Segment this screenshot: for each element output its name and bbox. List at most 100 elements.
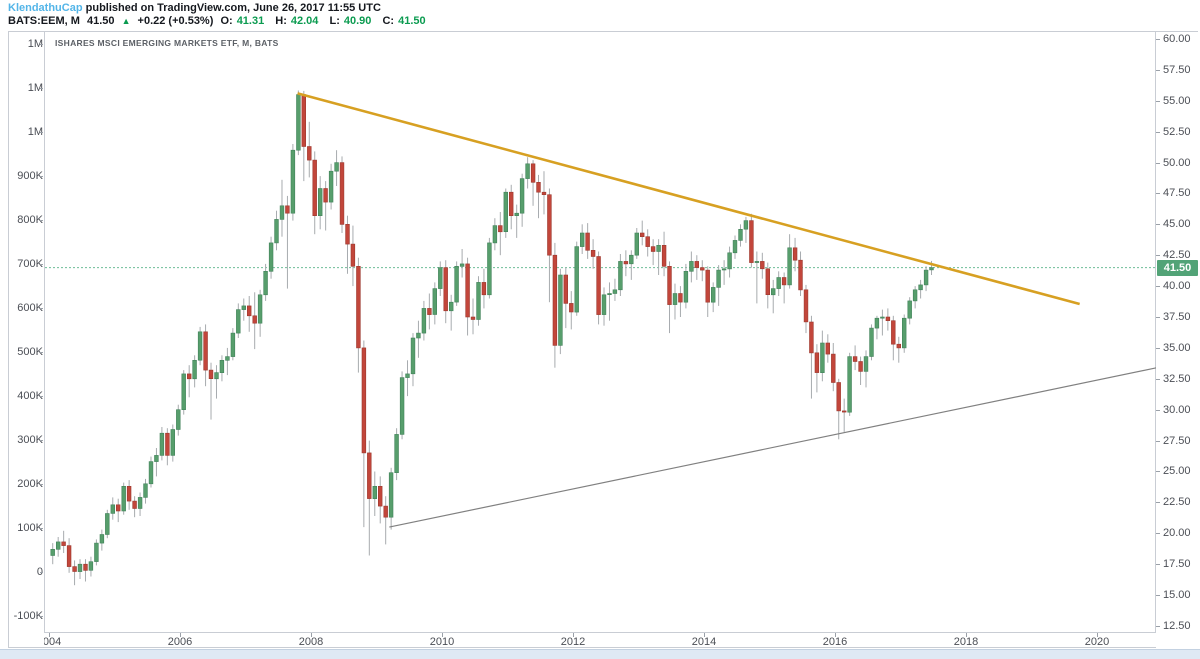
candle-body[interactable] — [487, 242, 492, 296]
candle-body[interactable] — [803, 289, 809, 323]
candle-body[interactable] — [154, 455, 159, 462]
candle-body[interactable] — [727, 252, 732, 270]
candle-body[interactable] — [476, 282, 481, 320]
candle-body[interactable] — [230, 332, 236, 357]
candle-body[interactable] — [749, 220, 754, 263]
candle-body[interactable] — [645, 236, 650, 247]
candle-body[interactable] — [907, 300, 912, 319]
chart-plot-area[interactable]: ISHARES MSCI EMERGING MARKETS ETF, M, BA… — [44, 32, 1157, 633]
candle-body[interactable] — [885, 316, 891, 322]
candle-body[interactable] — [203, 331, 208, 371]
candle-body[interactable] — [416, 332, 421, 339]
candle-body[interactable] — [798, 259, 803, 291]
candle-body[interactable] — [787, 247, 792, 286]
candle-body[interactable] — [781, 277, 787, 286]
time-axis[interactable]: 2004 2006 2008 2010 2012 2014 2016 2018 2020 — [44, 633, 1156, 648]
candle-body[interactable] — [121, 485, 126, 512]
candle-body[interactable] — [814, 352, 820, 373]
candle-body[interactable] — [836, 382, 841, 412]
candle-body[interactable] — [432, 288, 437, 315]
candle-body[interactable] — [126, 485, 132, 502]
candle-body[interactable] — [689, 261, 694, 272]
candle-body[interactable] — [732, 240, 738, 254]
candle-body[interactable] — [334, 162, 339, 172]
candle-body[interactable] — [498, 225, 503, 233]
candle-body[interactable] — [923, 269, 929, 286]
candle-body[interactable] — [165, 432, 170, 456]
candle-body[interactable] — [716, 269, 721, 288]
candle-body[interactable] — [72, 566, 77, 572]
candle-body[interactable] — [61, 541, 66, 546]
candle-body[interactable] — [459, 263, 465, 267]
candle-body[interactable] — [56, 541, 61, 550]
candle-body[interactable] — [710, 287, 716, 303]
candle-body[interactable] — [841, 410, 847, 413]
candle-body[interactable] — [361, 347, 367, 454]
candle-body[interactable] — [307, 146, 312, 161]
candle-body[interactable] — [547, 194, 552, 256]
candle-body[interactable] — [367, 452, 372, 499]
candle-body[interactable] — [77, 563, 83, 572]
candle-body[interactable] — [492, 225, 498, 244]
candle-body[interactable] — [612, 289, 618, 294]
candle-body[interactable] — [274, 219, 279, 244]
candle-body[interactable] — [301, 94, 306, 147]
author-name[interactable]: KlendathuCap — [8, 2, 83, 14]
candle-body[interactable] — [519, 178, 525, 214]
candle-body[interactable] — [929, 267, 934, 271]
candle-body[interactable] — [683, 271, 689, 303]
candle-body[interactable] — [563, 274, 569, 304]
candle-body[interactable] — [339, 162, 345, 225]
candle-body[interactable] — [541, 191, 547, 195]
candle-body[interactable] — [296, 94, 301, 151]
candle-body[interactable] — [912, 289, 918, 302]
candle-body[interactable] — [634, 232, 640, 256]
candle-body[interactable] — [656, 245, 661, 252]
candle-body[interactable] — [825, 342, 831, 355]
candle-body[interactable] — [88, 561, 94, 571]
candle-body[interactable] — [508, 191, 514, 216]
candle-body[interactable] — [438, 267, 443, 289]
trendline-descending-resistance[interactable] — [297, 92, 1080, 306]
candle-body[interactable] — [399, 377, 405, 435]
candle-body[interactable] — [350, 243, 356, 267]
candle-body[interactable] — [279, 205, 285, 220]
candle-body[interactable] — [50, 548, 55, 556]
candle-body[interactable] — [831, 353, 836, 383]
candle-body[interactable] — [470, 316, 476, 320]
candle-body[interactable] — [225, 356, 230, 361]
candle-body[interactable] — [678, 293, 683, 303]
candle-body[interactable] — [705, 269, 710, 303]
candle-body[interactable] — [394, 434, 399, 473]
candle-body[interactable] — [863, 356, 869, 372]
candle-body[interactable] — [219, 359, 225, 373]
candle-body[interactable] — [137, 497, 143, 509]
candle-body[interactable] — [574, 246, 579, 313]
candle-body[interactable] — [579, 232, 585, 247]
candle-body[interactable] — [448, 301, 454, 312]
candle-body[interactable] — [525, 163, 530, 179]
candle-body[interactable] — [257, 294, 263, 324]
candle-body[interactable] — [236, 309, 241, 334]
candle-body[interactable] — [639, 232, 645, 238]
candle-body[interactable] — [159, 432, 165, 456]
candle-body[interactable] — [105, 513, 110, 535]
candle-body[interactable] — [317, 188, 323, 217]
candle-body[interactable] — [874, 317, 880, 329]
candle-body[interactable] — [558, 274, 563, 346]
candle-body[interactable] — [700, 267, 705, 271]
candle-body[interactable] — [132, 500, 137, 509]
candle-body[interactable] — [858, 361, 863, 372]
candle-body[interactable] — [852, 356, 858, 362]
volume-axis[interactable]: 1M 1M 1M 900K 800K 700K 600K 500K 400K 300K 200K 10… — [9, 32, 43, 632]
candle-body[interactable] — [776, 277, 781, 289]
candle-body[interactable] — [247, 305, 252, 317]
candle-body[interactable] — [383, 505, 388, 518]
candle-body[interactable] — [672, 293, 678, 305]
candle-body[interactable] — [290, 149, 296, 214]
candle-body[interactable] — [760, 261, 765, 270]
candle-body[interactable] — [170, 429, 176, 456]
candle-body[interactable] — [143, 483, 148, 498]
candle-body[interactable] — [601, 294, 607, 315]
candle-body[interactable] — [869, 327, 874, 357]
